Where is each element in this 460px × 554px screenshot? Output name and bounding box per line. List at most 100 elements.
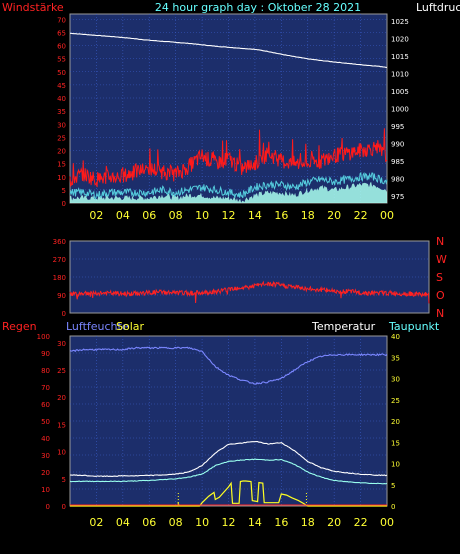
hour-tick-label: 08 (169, 516, 183, 529)
wind-axis-label: Windstärke (2, 1, 64, 14)
wind-tick-label: 25 (57, 134, 66, 142)
humidity-temperature-grid (70, 336, 387, 506)
wind-tick-label: 35 (57, 108, 66, 116)
solar-tick-label: 30 (57, 340, 66, 348)
hour-tick-label: 20 (327, 516, 341, 529)
humidity-tick-label: 0 (46, 503, 50, 511)
humidity-tick-label: 20 (41, 469, 50, 477)
pressure-tick-label: 1020 (391, 36, 409, 44)
pressure-tick-label: 1010 (391, 71, 409, 79)
temperature-tick-label: 20 (391, 418, 400, 426)
hour-tick-label: 16 (274, 209, 288, 222)
hour-tick-label: 12 (222, 516, 236, 529)
wind-tick-label: 45 (57, 82, 66, 90)
hour-tick-label: 14 (248, 209, 262, 222)
temperature-tick-label: 35 (391, 354, 400, 362)
wind-tick-label: 50 (57, 69, 66, 77)
hour-tick-label: 10 (195, 209, 209, 222)
pressure-tick-label: 1005 (391, 88, 409, 96)
solar-tick-label: 0 (62, 503, 66, 511)
wind-tick-label: 10 (57, 174, 66, 182)
hour-tick-label: 08 (169, 209, 183, 222)
wind-tick-label: 0 (62, 200, 66, 208)
temperature-axis-ticks: 0 5 10 15 20 25 30 35 40 (391, 333, 400, 511)
temperature-tick-label: 30 (391, 376, 400, 384)
hour-tick-label: 16 (274, 516, 288, 529)
humidity-axis-ticks: 0 10 20 30 40 50 60 70 80 90 100 (37, 333, 50, 511)
wind-direction-plot-area (69, 240, 430, 314)
wind-tick-label: 15 (57, 161, 66, 169)
hour-tick-label: 04 (116, 209, 130, 222)
humidity-temperature-hour-ticks: 02 04 06 08 10 12 14 16 18 20 22 00 (89, 516, 394, 529)
solar-axis-ticks: 0 5 10 15 20 25 30 (57, 340, 66, 511)
compass-letter: S (436, 271, 443, 284)
humidity-tick-label: 60 (41, 401, 50, 409)
temperature-tick-label: 5 (391, 482, 395, 490)
dewpoint-line (69, 458, 388, 485)
direction-tick-label: 0 (62, 310, 66, 318)
temperature-tick-label: 15 (391, 439, 400, 447)
wind-pressure-series (69, 32, 388, 203)
wind-tick-label: 5 (62, 187, 66, 195)
compass-letter: O (436, 289, 445, 302)
wind-tick-label: 20 (57, 148, 66, 156)
humidity-tick-label: 90 (41, 350, 50, 358)
humidity-temperature-series (69, 346, 388, 507)
solar-line (70, 480, 387, 507)
solar-tick-label: 5 (62, 476, 66, 484)
hour-tick-label: 06 (142, 209, 156, 222)
direction-tick-label: 270 (53, 256, 66, 264)
hour-tick-label: 22 (354, 209, 368, 222)
pressure-tick-label: 990 (391, 141, 404, 149)
wind-axis-ticks: 0 5 10 15 20 25 30 35 40 45 50 55 60 65 70 (57, 16, 66, 208)
hour-tick-label: 10 (195, 516, 209, 529)
temperature-tick-label: 25 (391, 397, 400, 405)
wind-tick-label: 65 (57, 29, 66, 37)
humidity-tick-label: 80 (41, 367, 50, 375)
humidity-temperature-panel: Regen Luftfeuchte Solar Temperatur Taupu… (2, 320, 440, 529)
humidity-tick-label: 50 (41, 418, 50, 426)
pressure-tick-label: 1000 (391, 106, 409, 114)
solar-tick-label: 25 (57, 367, 66, 375)
chart-title: 24 hour graph day : Oktober 28 2021 (155, 1, 361, 14)
hour-tick-label: 02 (89, 516, 103, 529)
hour-tick-label: 20 (327, 209, 341, 222)
pressure-tick-label: 975 (391, 193, 404, 201)
wind-direction-series (69, 280, 430, 304)
rain-axis-label: Regen (2, 320, 37, 333)
solar-axis-label: Solar (116, 320, 145, 333)
wind-direction-degree-ticks: 0 90 180 270 360 (53, 238, 66, 318)
hour-tick-label: 06 (142, 516, 156, 529)
wind-tick-label: 70 (57, 16, 66, 24)
solar-tick-label: 20 (57, 394, 66, 402)
direction-tick-label: 180 (53, 274, 66, 282)
hour-tick-label: 00 (380, 516, 394, 529)
compass-letter: N (436, 307, 444, 320)
pressure-tick-label: 1025 (391, 18, 409, 26)
humidity-line (69, 346, 388, 385)
pressure-axis-label: Luftdruck (416, 1, 460, 14)
pressure-tick-label: 995 (391, 123, 404, 131)
pressure-tick-label: 1015 (391, 53, 409, 61)
wind-average-line (69, 171, 388, 200)
humidity-axis-label: Luftfeuchte (66, 320, 129, 333)
dewpoint-axis-label: Taupunkt (388, 320, 440, 333)
solar-tick-label: 15 (57, 421, 66, 429)
hour-tick-label: 18 (301, 209, 315, 222)
hour-tick-label: 02 (89, 209, 103, 222)
compass-letter: N (436, 235, 444, 248)
temperature-tick-label: 0 (391, 503, 395, 511)
hour-tick-label: 04 (116, 516, 130, 529)
humidity-tick-label: 40 (41, 435, 50, 443)
wind-tick-label: 30 (57, 121, 66, 129)
pressure-axis-ticks: 975 980 985 990 995 1000 1005 1010 1015 1020 1025 (391, 18, 409, 201)
humidity-tick-label: 70 (41, 384, 50, 392)
direction-tick-label: 90 (57, 292, 66, 300)
humidity-tick-label: 10 (41, 486, 50, 494)
wind-tick-label: 60 (57, 43, 66, 51)
temperature-axis-label: Temperatur (311, 320, 376, 333)
temperature-line (69, 440, 388, 478)
wind-gust-line (69, 128, 388, 188)
